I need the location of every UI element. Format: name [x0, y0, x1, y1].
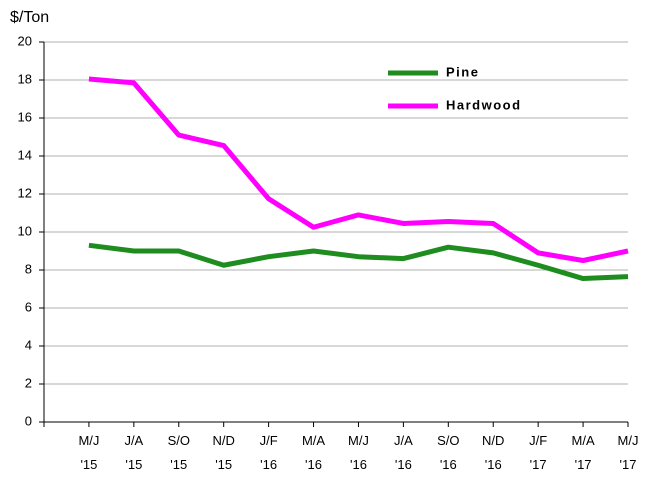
- legend-label: Pine: [446, 64, 479, 79]
- y-tick-label: 18: [18, 71, 32, 86]
- x-tick-label: N/D '16: [482, 433, 504, 472]
- x-tick-label: S/O '15: [168, 433, 190, 472]
- y-tick-label: 0: [25, 413, 32, 428]
- y-tick-label: 16: [18, 109, 32, 124]
- y-tick-label: 2: [25, 375, 32, 390]
- x-tick-label: M/A '17: [572, 433, 595, 472]
- x-tick-label: S/O '16: [437, 433, 459, 472]
- y-tick-label: 14: [18, 147, 32, 162]
- x-tick-label: M/J '15: [78, 433, 99, 472]
- y-tick-label: 6: [25, 299, 32, 314]
- x-tick-label: J/A '16: [394, 433, 413, 472]
- x-tick-label: M/A '16: [302, 433, 325, 472]
- x-tick-label: M/J '16: [348, 433, 369, 472]
- series-line: [88, 76, 629, 263]
- y-axis-label: $/Ton: [10, 9, 49, 26]
- series-line: [88, 242, 629, 282]
- x-tick-label: J/F '17: [529, 433, 547, 472]
- y-tick-label: 10: [18, 223, 32, 238]
- x-tick-label: M/J '17: [618, 433, 639, 472]
- y-tick-label: 8: [25, 261, 32, 276]
- legend-label: Hardwood: [446, 97, 522, 112]
- x-tick-label: J/A '15: [124, 433, 143, 472]
- y-tick-label: 12: [18, 185, 32, 200]
- y-tick-label: 20: [18, 33, 32, 48]
- x-tick-label: N/D '15: [212, 433, 234, 472]
- y-tick-label: 4: [25, 337, 32, 352]
- x-tick-label: J/F '16: [260, 433, 278, 472]
